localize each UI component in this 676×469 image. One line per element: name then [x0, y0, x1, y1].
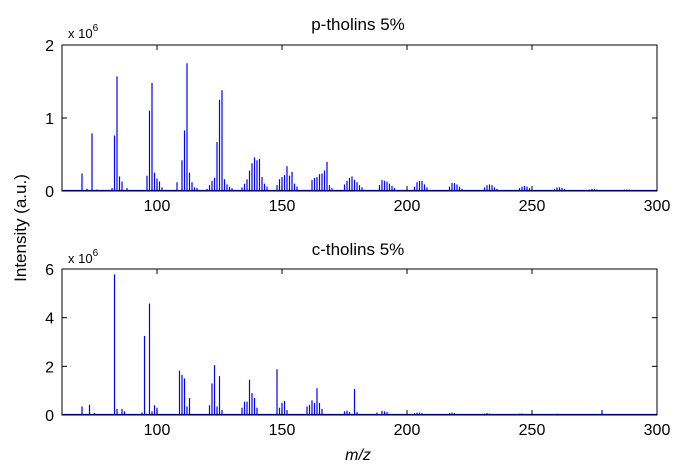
y-tick-label: 0: [45, 184, 54, 201]
y-multiplier: x 106: [68, 248, 99, 266]
y-multiplier-exponent: 6: [93, 248, 99, 259]
x-tick-label: 100: [144, 422, 171, 439]
y-tick-label: 1: [45, 111, 54, 128]
axis-ticks: 100 150 200 250 300 0 2 4 6: [45, 262, 670, 439]
y-tick-label: 0: [45, 408, 54, 425]
x-tick-label: 200: [394, 422, 421, 439]
panel-title: c-tholins 5%: [312, 240, 405, 259]
plot-frame: [61, 44, 658, 192]
x-axis-label: m/z: [345, 447, 371, 464]
x-tick-label: 300: [644, 422, 671, 439]
plot-frame: [61, 268, 658, 416]
x-tick-label: 200: [394, 198, 421, 215]
panel-title: p-tholins 5%: [311, 15, 405, 34]
y-tick-label: 4: [45, 311, 54, 328]
axis-ticks: 100 150 200 250 300 0 1 2: [45, 38, 670, 215]
x-tick-label: 150: [269, 422, 296, 439]
x-tick-label: 100: [144, 198, 171, 215]
spectrum-peaks: [62, 274, 657, 416]
x-tick-label: 250: [519, 198, 546, 215]
y-tick-label: 2: [45, 38, 54, 55]
y-multiplier-base: x 10: [68, 26, 93, 41]
y-multiplier-base: x 10: [68, 251, 93, 266]
spectrum-peaks: [62, 63, 657, 192]
y-tick-label: 6: [45, 262, 54, 279]
y-axis-label: Intensity (a.u.): [11, 174, 30, 282]
y-multiplier-exponent: 6: [93, 23, 99, 34]
y-tick-label: 2: [45, 359, 54, 376]
panel-p-tholins: p-tholins 5% x 106 100 150 200 250 300 0 1 2: [45, 15, 670, 215]
x-tick-label: 300: [644, 198, 671, 215]
x-tick-label: 250: [519, 422, 546, 439]
x-tick-label: 150: [269, 198, 296, 215]
y-multiplier: x 106: [68, 23, 99, 41]
